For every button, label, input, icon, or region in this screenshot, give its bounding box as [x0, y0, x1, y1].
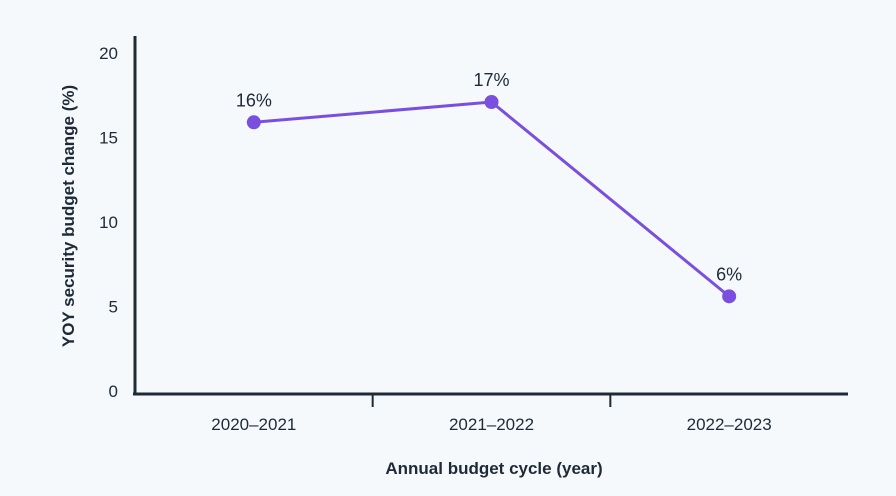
- x-tick-label: 2022–2023: [687, 415, 772, 434]
- x-axis-title: Annual budget cycle (year): [385, 459, 602, 478]
- y-tick-label: 0: [109, 382, 118, 401]
- series-line: [253, 100, 731, 298]
- x-tick-labels: 2020–2021 2021–2022 2022–2023: [211, 415, 771, 434]
- x-tick-marks: [371, 394, 612, 407]
- data-label: 17%: [473, 70, 509, 90]
- y-tick-labels: 0 5 10 15 20: [99, 44, 118, 401]
- y-tick-label: 15: [99, 129, 118, 148]
- x-tick-label: 2021–2022: [449, 415, 534, 434]
- y-axis: 0 5 10 15 20: [99, 36, 137, 401]
- data-point: [722, 289, 737, 304]
- data-label: 6%: [716, 264, 742, 284]
- y-tick-label: 5: [109, 298, 118, 317]
- data-point: [484, 95, 499, 110]
- data-point: [246, 115, 261, 130]
- data-label: 16%: [236, 90, 272, 110]
- y-tick-label: 10: [99, 213, 118, 232]
- x-axis: 2020–2021 2021–2022 2022–2023: [133, 392, 848, 434]
- y-axis-title: YOY security budget change (%): [59, 85, 78, 347]
- x-tick-label: 2020–2021: [211, 415, 296, 434]
- series-group: 16% 17% 6%: [236, 70, 742, 304]
- y-tick-label: 20: [99, 44, 118, 63]
